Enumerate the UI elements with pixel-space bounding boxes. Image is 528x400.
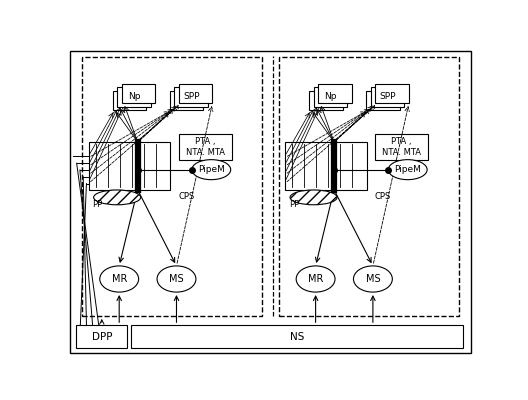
Bar (309, 91, 343, 110)
Bar (112, 91, 146, 110)
Text: SPP: SPP (183, 92, 200, 102)
Text: CPS: CPS (375, 192, 391, 201)
Bar (121, 84, 155, 103)
Ellipse shape (93, 190, 140, 205)
Bar (375, 134, 428, 160)
Ellipse shape (296, 266, 335, 292)
Bar (279, 57, 459, 316)
Ellipse shape (388, 160, 427, 180)
Text: Np: Np (324, 92, 336, 102)
Ellipse shape (157, 266, 196, 292)
Text: MR: MR (111, 274, 127, 284)
Bar (89, 142, 171, 190)
Ellipse shape (353, 266, 392, 292)
Bar (117, 88, 150, 106)
Text: PP: PP (289, 200, 299, 210)
Ellipse shape (290, 190, 337, 205)
Bar (174, 88, 208, 106)
Bar (366, 91, 400, 110)
Text: SPP: SPP (380, 92, 396, 102)
Bar (178, 134, 232, 160)
Text: PTA ,
NTA. MTA: PTA , NTA. MTA (382, 137, 421, 157)
Ellipse shape (100, 266, 139, 292)
Text: PipeM: PipeM (394, 165, 421, 174)
Text: MR: MR (308, 274, 323, 284)
Text: PP: PP (92, 200, 103, 210)
Text: NS: NS (290, 332, 304, 342)
Text: PTA ,
NTA. MTA: PTA , NTA. MTA (186, 137, 224, 157)
Bar (82, 57, 262, 316)
Bar (170, 91, 203, 110)
Bar (371, 88, 404, 106)
Bar (318, 84, 352, 103)
Ellipse shape (192, 160, 231, 180)
Text: DPP: DPP (91, 332, 112, 342)
Bar (179, 84, 212, 103)
Text: PipeM: PipeM (198, 165, 225, 174)
Text: Np: Np (128, 92, 140, 102)
Bar (131, 325, 463, 348)
Bar (375, 84, 409, 103)
Bar (76, 325, 127, 348)
Bar (314, 88, 347, 106)
Text: CPS: CPS (178, 192, 195, 201)
Bar (285, 142, 367, 190)
Text: MS: MS (365, 274, 380, 284)
Text: MS: MS (169, 274, 184, 284)
